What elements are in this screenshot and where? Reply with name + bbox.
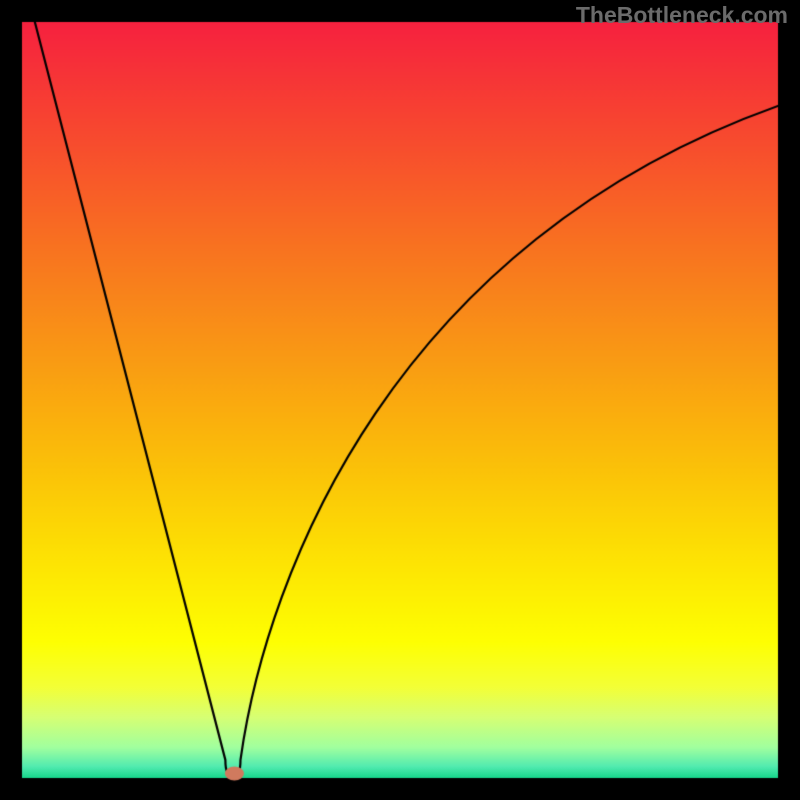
bottleneck-chart-canvas [0, 0, 800, 800]
chart-container: TheBottleneck.com [0, 0, 800, 800]
